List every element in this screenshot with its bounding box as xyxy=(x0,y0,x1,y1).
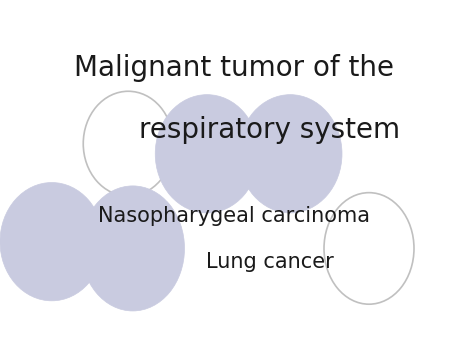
Text: Nasopharygeal carcinoma: Nasopharygeal carcinoma xyxy=(98,206,370,226)
Ellipse shape xyxy=(83,91,173,196)
Text: Lung cancer: Lung cancer xyxy=(206,252,334,272)
Ellipse shape xyxy=(81,186,184,311)
Ellipse shape xyxy=(324,193,414,304)
Text: respiratory system: respiratory system xyxy=(140,116,401,144)
Text: Malignant tumor of the: Malignant tumor of the xyxy=(74,54,394,81)
Ellipse shape xyxy=(238,95,342,213)
Ellipse shape xyxy=(155,95,259,213)
Ellipse shape xyxy=(0,183,104,301)
